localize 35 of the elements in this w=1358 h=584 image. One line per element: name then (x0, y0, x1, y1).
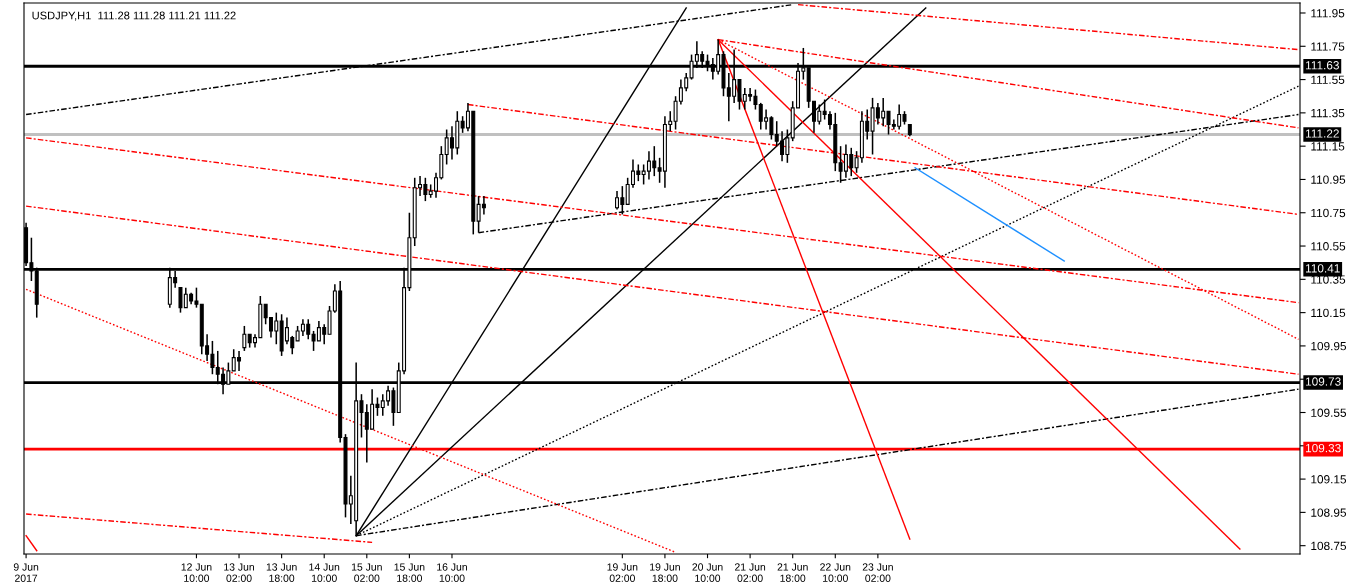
y-tick-label: 111.75 (1311, 42, 1345, 51)
y-tick-label: 108.75 (1311, 541, 1347, 551)
x-tick-label: 9 Jun 2017 (13, 563, 39, 582)
x-tick-label: 21 Jun 02:00 (734, 563, 766, 582)
x-tick-label: 21 Jun 18:00 (777, 563, 808, 582)
x-tick-label: 23 Jun 02:00 (862, 563, 893, 582)
x-tick-label: 19 Jun 02:00 (607, 563, 638, 582)
y-tick-label: 109.95 (1311, 341, 1347, 351)
ref-line-label: 111.63 (1306, 61, 1339, 70)
x-tick-label: 16 Jun 10:00 (437, 563, 467, 582)
y-tick-label: 110.15 (1311, 308, 1346, 318)
x-tick-label: 13 Jun 02:00 (224, 563, 254, 582)
ref-line-label: 109.73 (1306, 377, 1341, 386)
y-tick-label: 111.55 (1311, 75, 1345, 84)
y-tick-label: 111.15 (1311, 142, 1345, 151)
y-tick-label: 110.55 (1311, 242, 1346, 251)
ref-line-label: 110.41 (1306, 264, 1340, 273)
y-tick-label: 108.95 (1311, 508, 1347, 517)
text: USDJPY,H1 111.28 111.28 111.21 111.22 (32, 11, 236, 21)
x-tick-label: 15 Jun 02:00 (351, 563, 382, 582)
x-tick-label: 15 Jun 18:00 (394, 563, 425, 582)
x-tick-label: 14 Jun 10:00 (309, 563, 340, 582)
y-tick-label: 110.95 (1311, 175, 1346, 184)
x-tick-label: 13 Jun 18:00 (266, 563, 297, 582)
x-tick-label: 12 Jun 10:00 (181, 563, 212, 582)
ref-line-label: 109.33 (1306, 443, 1341, 453)
y-tick-label: 110.75 (1311, 208, 1346, 218)
x-tick-label: 20 Jun 10:00 (692, 563, 723, 582)
y-tick-label: 109.55 (1311, 408, 1347, 417)
ref-line-label: 111.22 (1306, 129, 1339, 138)
x-tick-label: 19 Jun 18:00 (650, 563, 680, 582)
y-tick-label: 111.35 (1311, 108, 1345, 118)
y-tick-label: 109.15 (1311, 475, 1347, 484)
x-tick-label: 22 Jun 10:00 (820, 563, 851, 582)
y-tick-label: 111.95 (1311, 9, 1345, 18)
